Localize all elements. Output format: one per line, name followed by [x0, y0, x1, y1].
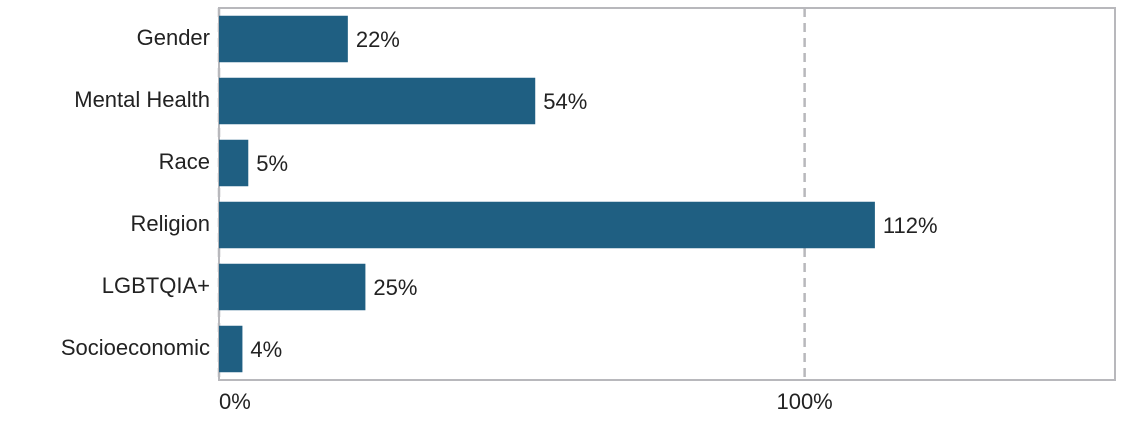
plot-frame — [218, 7, 1116, 381]
bar — [219, 15, 348, 63]
value-label: 4% — [250, 337, 282, 362]
y-tick-label: Religion — [131, 211, 211, 236]
value-label: 112% — [883, 213, 938, 238]
y-tick-label: Gender — [137, 25, 210, 50]
value-label: 5% — [256, 151, 288, 176]
bar — [219, 263, 366, 311]
y-tick-label: Mental Health — [74, 87, 210, 112]
value-label: 25% — [373, 275, 417, 300]
y-tick-label: LGBTQIA+ — [102, 273, 210, 298]
x-tick-label: 0% — [219, 389, 251, 414]
value-label: 54% — [543, 89, 587, 114]
bar — [219, 201, 875, 249]
bar — [219, 139, 249, 187]
x-tick-label: 100% — [776, 389, 832, 414]
bar — [219, 77, 536, 125]
y-tick-label: Socioeconomic — [61, 335, 210, 360]
bar — [219, 325, 243, 373]
value-label: 22% — [356, 27, 400, 52]
y-tick-label: Race — [159, 149, 210, 174]
